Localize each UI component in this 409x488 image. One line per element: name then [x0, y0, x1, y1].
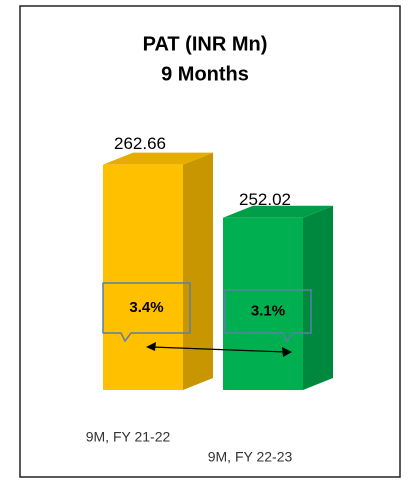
value-label: 262.66	[114, 134, 166, 153]
annotation: 3.1%	[251, 302, 285, 319]
bar-top	[103, 152, 213, 165]
bar-front	[103, 164, 183, 390]
callout-box	[102, 282, 191, 343]
bar-top	[223, 205, 333, 218]
arrow-head	[282, 347, 292, 357]
callout-box	[224, 289, 312, 343]
x-tick-label: 9M, FY 22-23	[208, 449, 293, 465]
bar-front	[223, 217, 303, 390]
arrow-head	[146, 342, 156, 351]
value-label: 252.02	[239, 190, 291, 209]
x-tick-label: 9M, FY 21-22	[86, 429, 171, 445]
arrow-line	[151, 346, 287, 353]
annotation: 3.4%	[129, 299, 163, 316]
bar	[223, 205, 333, 390]
chart-title: PAT (INR Mn)	[143, 33, 268, 55]
bar	[103, 152, 213, 390]
chart-subtitle: 9 Months	[161, 63, 249, 85]
bar-side	[183, 152, 213, 390]
bar-side	[303, 205, 333, 390]
